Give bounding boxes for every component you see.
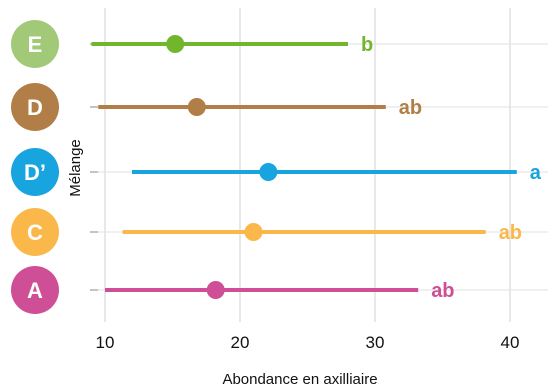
- category-label-5: A: [27, 278, 43, 303]
- mean-point-2: [187, 98, 206, 116]
- significance-letter-2: ab: [399, 97, 422, 119]
- x-tick-label: 10: [96, 333, 115, 352]
- category-label-1: E: [28, 32, 43, 57]
- category-label-4: C: [27, 220, 43, 245]
- category-label-2: D: [27, 95, 43, 120]
- significance-letter-1: b: [361, 34, 373, 56]
- mean-point-3: [259, 163, 278, 181]
- category-badge-1: [11, 20, 59, 68]
- error-bars: b ab a ab ab: [91, 34, 542, 302]
- x-tick-labels: 10 20 30 40: [96, 333, 520, 352]
- significance-letter-3: a: [530, 162, 542, 184]
- grid: [90, 8, 548, 322]
- x-tick-label: 30: [366, 333, 385, 352]
- category-badge-3: [11, 148, 59, 196]
- significance-letter-4: ab: [499, 222, 522, 244]
- category-badges: E D D’ C A: [11, 20, 59, 314]
- category-label-3: D’: [24, 160, 46, 185]
- x-tick-label: 40: [501, 333, 520, 352]
- y-axis-label: Mélange: [67, 139, 84, 197]
- category-badge-4: [11, 208, 59, 256]
- mean-point-4: [244, 223, 263, 241]
- significance-letter-5: ab: [431, 280, 454, 302]
- x-axis-label: Abondance en axilliaire: [222, 371, 377, 387]
- category-badge-2: [11, 83, 59, 131]
- category-badge-5: [11, 266, 59, 314]
- mean-point-5: [206, 281, 225, 299]
- x-tick-label: 20: [231, 333, 250, 352]
- mean-point-1: [166, 35, 185, 53]
